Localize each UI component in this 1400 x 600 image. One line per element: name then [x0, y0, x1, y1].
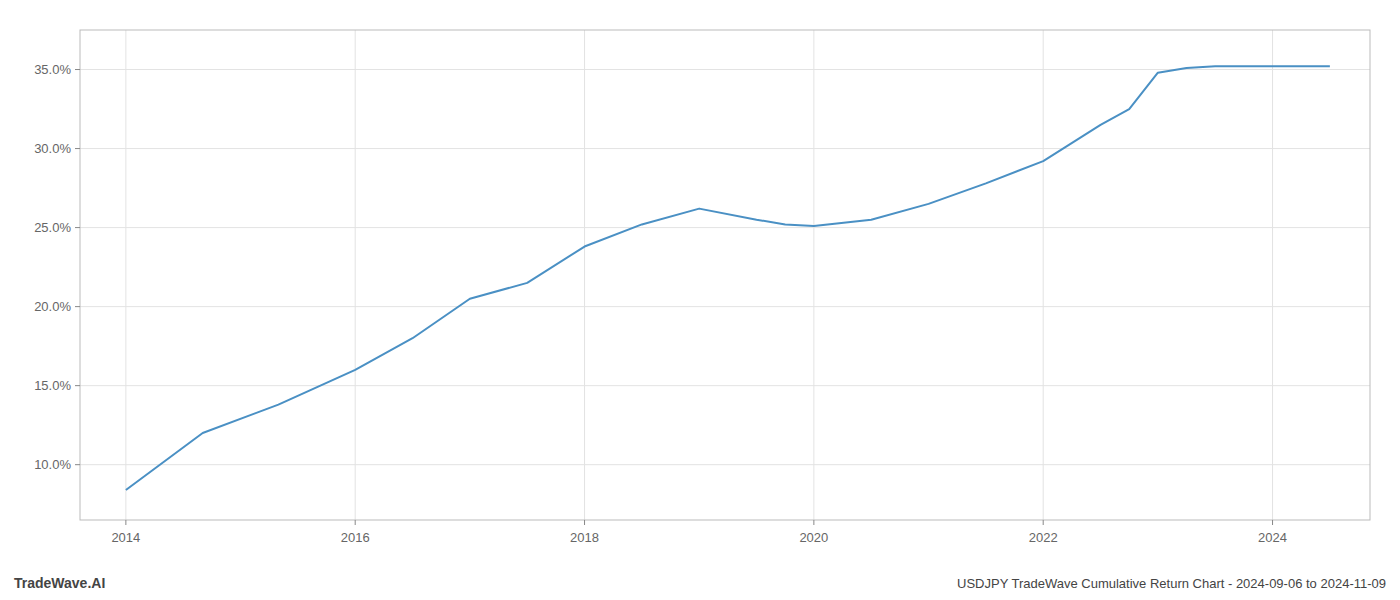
x-tick-label: 2014	[111, 530, 140, 545]
x-tick-label: 2024	[1258, 530, 1287, 545]
y-grid-line	[80, 148, 1370, 149]
y-grid-line	[80, 464, 1370, 465]
footer-left: TradeWave.AI	[14, 575, 105, 591]
x-grid-line	[125, 30, 126, 520]
background	[0, 0, 1400, 600]
grid	[80, 30, 1370, 520]
x-tick-label: 2020	[799, 530, 828, 545]
x-grid-line	[1043, 30, 1044, 520]
y-tick	[75, 227, 80, 228]
x-tick-label: 2016	[341, 530, 370, 545]
plot-area	[126, 66, 1330, 490]
footer-right: USDJPY TradeWave Cumulative Return Chart…	[957, 576, 1386, 591]
x-tick-label: 2022	[1029, 530, 1058, 545]
y-tick-label: 20.0%	[34, 299, 71, 314]
chart-container: 2014 2016 2018 2020 2022 2024 10.0% 15.0% 20.0% 2…	[0, 0, 1400, 600]
y-tick-label: 30.0%	[34, 141, 71, 156]
y-tick	[75, 148, 80, 149]
chart: 2014 2016 2018 2020 2022 2024 10.0% 15.0% 20.0% 2…	[0, 0, 1400, 600]
axes: 2014 2016 2018 2020 2022 2024 10.0% 15.0% 20.0% 2…	[34, 62, 1287, 545]
y-tick	[75, 385, 80, 386]
y-tick-label: 35.0%	[34, 62, 71, 77]
y-grid-line	[80, 385, 1370, 386]
y-tick	[75, 306, 80, 307]
y-tick	[75, 69, 80, 70]
x-grid-line	[355, 30, 356, 520]
x-tick	[1272, 520, 1273, 525]
y-tick-label: 10.0%	[34, 457, 71, 472]
y-grid-line	[80, 227, 1370, 228]
y-grid-line	[80, 306, 1370, 307]
x-grid-line	[584, 30, 585, 520]
y-tick	[75, 464, 80, 465]
x-tick	[355, 520, 356, 525]
x-tick	[584, 520, 585, 525]
y-tick-label: 15.0%	[34, 378, 71, 393]
data-line	[126, 66, 1330, 490]
y-tick-label: 25.0%	[34, 220, 71, 235]
x-tick-label: 2018	[570, 530, 599, 545]
x-grid-line	[813, 30, 814, 520]
x-grid-line	[1272, 30, 1273, 520]
x-tick	[1043, 520, 1044, 525]
x-tick	[125, 520, 126, 525]
x-tick	[813, 520, 814, 525]
plot-frame	[80, 30, 1370, 520]
